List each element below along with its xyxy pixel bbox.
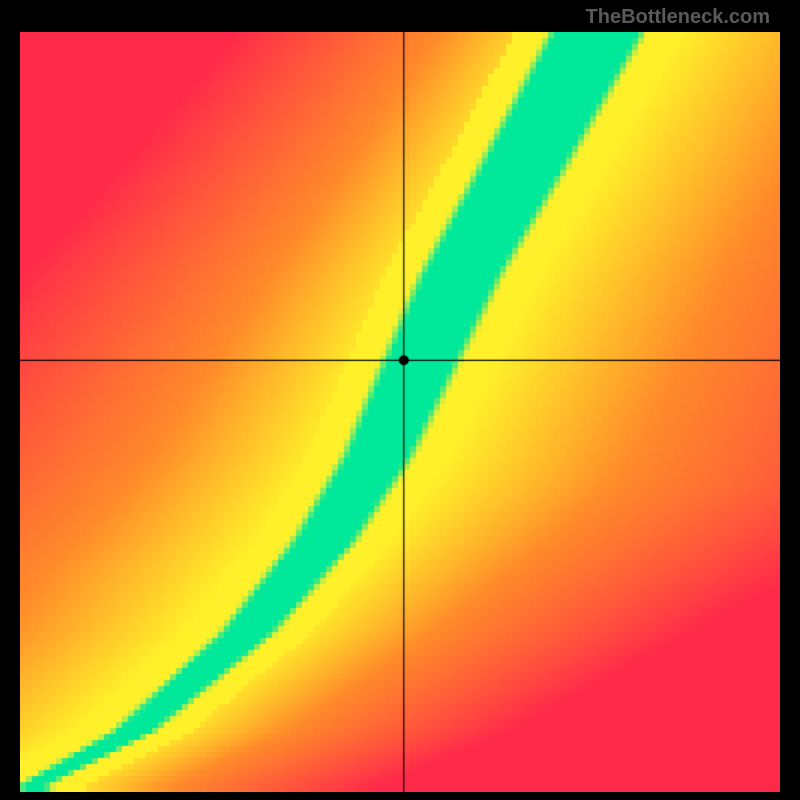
watermark-text: TheBottleneck.com	[586, 6, 770, 29]
heatmap-wrap	[20, 32, 780, 792]
heatmap-canvas	[20, 32, 780, 792]
chart-container: TheBottleneck.com	[0, 0, 800, 800]
